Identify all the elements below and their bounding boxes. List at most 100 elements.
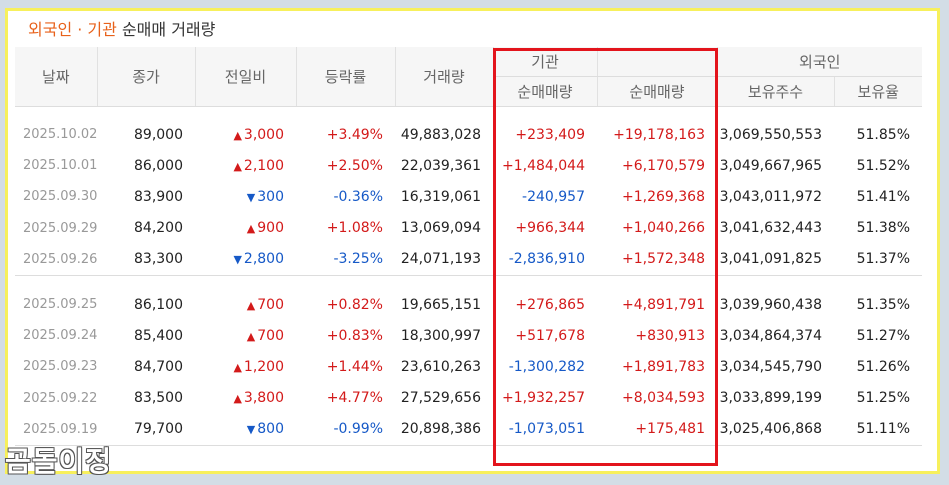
title-highlight: 외국인 · 기관 bbox=[28, 20, 117, 39]
inst-net-cell: +517,678 bbox=[515, 327, 585, 344]
volume-cell: 20,898,386 bbox=[400, 421, 481, 438]
change-cell: ▲ 1,200 bbox=[195, 351, 296, 382]
header-foreign: 외국인 bbox=[716, 47, 922, 77]
header-change[interactable]: 전일비 bbox=[194, 47, 296, 107]
table-row: 2025.09.26 83,300 ▼ 2,800 -3.25% 24,071,193 -2… bbox=[15, 244, 922, 276]
ratio-cell: 51.26% bbox=[856, 358, 910, 375]
up-arrow-icon: ▲ bbox=[233, 128, 242, 142]
change-value: 900 bbox=[257, 220, 284, 237]
table-row: 2025.10.02 89,000 ▲ 3,000 +3.49% 49,883,028 +2… bbox=[15, 119, 922, 150]
close-cell: 86,100 bbox=[134, 296, 183, 313]
table-row: 2025.09.29 84,200 ▲ 900 +1.08% 13,069,094 +966… bbox=[15, 213, 922, 244]
down-arrow-icon: ▼ bbox=[246, 423, 256, 437]
table-row: 2025.09.24 85,400 ▲ 700 +0.83% 18,300,997 +517… bbox=[15, 320, 922, 351]
header-close[interactable]: 종가 bbox=[96, 47, 195, 107]
header-holdings[interactable]: 보유주수 bbox=[716, 76, 834, 107]
title-rest: 순매매 거래량 bbox=[116, 20, 216, 39]
header-row-2: 순매매량 순매매량 보유주수 보유율 bbox=[15, 76, 922, 107]
holdings-cell: 3,041,632,443 bbox=[719, 220, 822, 237]
table-body: 2025.10.02 89,000 ▲ 3,000 +3.49% 49,883,028 +2… bbox=[15, 107, 922, 447]
holdings-cell: 3,043,011,972 bbox=[719, 188, 822, 205]
ratio-cell: 51.85% bbox=[856, 126, 910, 143]
foreign-net-cell: +830,913 bbox=[635, 327, 705, 344]
holdings-cell: 3,034,545,790 bbox=[719, 358, 822, 375]
inst-net-cell: -240,957 bbox=[522, 188, 585, 205]
foreign-net-cell: +19,178,163 bbox=[613, 126, 705, 143]
volume-cell: 49,883,028 bbox=[400, 126, 481, 143]
change-cell: ▲ 700 bbox=[195, 289, 296, 320]
date-cell: 2025.09.23 bbox=[23, 359, 98, 375]
close-cell: 83,300 bbox=[134, 251, 183, 268]
change-cell: ▼ 2,800 bbox=[195, 244, 296, 276]
header-volume[interactable]: 거래량 bbox=[394, 47, 493, 107]
row-separator bbox=[15, 275, 922, 277]
change-value: 700 bbox=[257, 296, 284, 313]
change-value: 300 bbox=[257, 188, 284, 205]
panel-title: 외국인 · 기관 순매매 거래량 bbox=[28, 16, 215, 40]
header-foreign-net[interactable]: 순매매량 bbox=[596, 76, 717, 107]
change-value: 1,200 bbox=[243, 358, 284, 375]
date-cell: 2025.09.29 bbox=[23, 220, 98, 236]
change-value: 2,100 bbox=[243, 157, 284, 174]
inst-net-cell: +276,865 bbox=[515, 296, 585, 313]
inst-net-cell: -1,073,051 bbox=[508, 421, 585, 438]
change-value: 3,000 bbox=[243, 126, 284, 143]
ratio-cell: 51.52% bbox=[856, 157, 910, 174]
close-cell: 79,700 bbox=[134, 421, 183, 438]
up-arrow-icon: ▲ bbox=[233, 159, 242, 173]
foreign-net-cell: +1,269,368 bbox=[622, 188, 705, 205]
up-arrow-icon: ▲ bbox=[246, 222, 256, 236]
trading-table: 날짜 종가 전일비 등락률 거래량 기관 외국인 순매매량 순매매량 보유주수 … bbox=[15, 47, 922, 447]
change-value: 800 bbox=[257, 421, 284, 438]
date-cell: 2025.10.01 bbox=[23, 158, 98, 174]
ratio-cell: 51.27% bbox=[856, 327, 910, 344]
close-cell: 83,500 bbox=[134, 390, 183, 407]
date-cell: 2025.09.24 bbox=[23, 328, 98, 344]
foreign-net-cell: +1,040,266 bbox=[622, 220, 705, 237]
up-arrow-icon: ▲ bbox=[233, 392, 242, 406]
down-arrow-icon: ▼ bbox=[233, 253, 242, 267]
date-cell: 2025.09.22 bbox=[23, 390, 98, 406]
header-institution-blank bbox=[596, 47, 717, 77]
volume-cell: 23,610,263 bbox=[400, 358, 481, 375]
table-row: 2025.09.25 86,100 ▲ 700 +0.82% 19,665,151 +276… bbox=[15, 289, 922, 320]
close-cell: 83,900 bbox=[134, 188, 183, 205]
rate-cell: +3.49% bbox=[326, 126, 383, 143]
table-row: 2025.09.23 84,700 ▲ 1,200 +1.44% 23,610,263 -1… bbox=[15, 351, 922, 382]
holdings-cell: 3,039,960,438 bbox=[719, 296, 822, 313]
header-rate[interactable]: 등락률 bbox=[295, 47, 395, 107]
close-cell: 89,000 bbox=[134, 126, 183, 143]
header-inst-net[interactable]: 순매매량 bbox=[492, 76, 597, 107]
rate-cell: +0.82% bbox=[326, 296, 383, 313]
close-cell: 85,400 bbox=[134, 327, 183, 344]
volume-cell: 13,069,094 bbox=[400, 220, 481, 237]
volume-cell: 19,665,151 bbox=[400, 296, 481, 313]
ratio-cell: 51.25% bbox=[856, 390, 910, 407]
foreign-net-cell: +175,481 bbox=[635, 421, 705, 438]
volume-cell: 27,529,656 bbox=[400, 390, 481, 407]
inst-net-cell: +1,484,044 bbox=[502, 157, 585, 174]
table-row: 2025.09.30 83,900 ▼ 300 -0.36% 16,319,061 -240… bbox=[15, 181, 922, 212]
header-ratio[interactable]: 보유율 bbox=[833, 76, 922, 107]
holdings-cell: 3,069,550,553 bbox=[719, 126, 822, 143]
foreign-net-cell: +6,170,579 bbox=[622, 157, 705, 174]
up-arrow-icon: ▲ bbox=[246, 298, 256, 312]
watermark: 곰돌이정 bbox=[5, 445, 113, 478]
change-cell: ▲ 700 bbox=[195, 320, 296, 351]
close-cell: 86,000 bbox=[134, 157, 183, 174]
date-cell: 2025.09.19 bbox=[23, 421, 98, 437]
rate-cell: -3.25% bbox=[333, 251, 383, 268]
foreign-net-cell: +1,572,348 bbox=[622, 251, 705, 268]
ratio-cell: 51.37% bbox=[856, 251, 910, 268]
foreign-net-cell: +1,891,783 bbox=[622, 358, 705, 375]
change-value: 3,800 bbox=[243, 390, 284, 407]
rate-cell: +1.44% bbox=[326, 358, 383, 375]
foreign-net-cell: +8,034,593 bbox=[622, 390, 705, 407]
table-row: 2025.09.19 79,700 ▼ 800 -0.99% 20,898,386 -1,0… bbox=[15, 414, 922, 446]
header-date[interactable]: 날짜 bbox=[15, 47, 97, 107]
holdings-cell: 3,034,864,374 bbox=[719, 327, 822, 344]
change-cell: ▼ 300 bbox=[195, 181, 296, 212]
ratio-cell: 51.38% bbox=[856, 220, 910, 237]
inst-net-cell: +1,932,257 bbox=[502, 390, 585, 407]
table-row: 2025.10.01 86,000 ▲ 2,100 +2.50% 22,039,361 +1… bbox=[15, 150, 922, 181]
